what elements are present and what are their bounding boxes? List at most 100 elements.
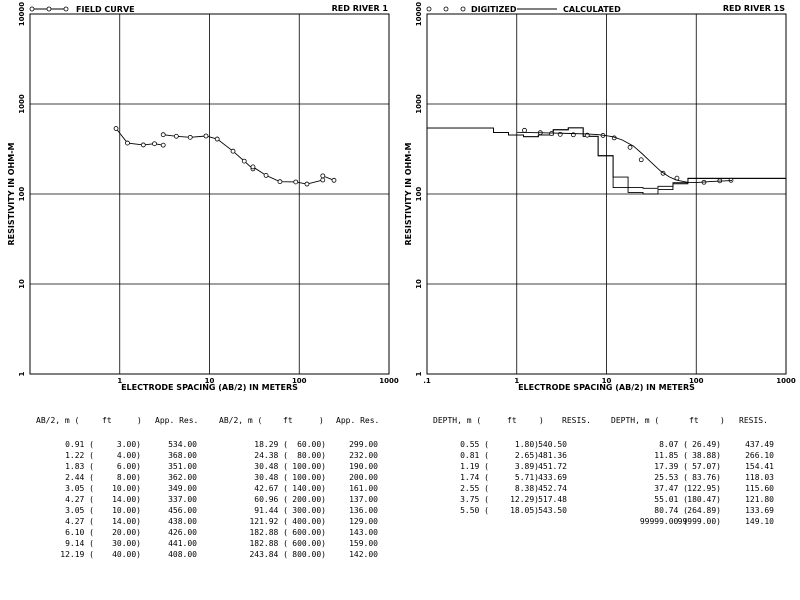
chart-title: RED RIVER 1S bbox=[723, 4, 785, 13]
table-cell: 18.29 ( bbox=[254, 440, 288, 449]
table-cell: 133.69 bbox=[745, 506, 774, 515]
table-cell: 129.00 bbox=[349, 517, 378, 526]
data-point bbox=[203, 133, 209, 139]
table-cell: 100.00) bbox=[292, 473, 326, 482]
data-point bbox=[160, 132, 166, 138]
table-cell: 441.00 bbox=[168, 539, 197, 548]
table-cell: 20.00) bbox=[112, 528, 141, 537]
table-cell: 3.89) bbox=[514, 462, 539, 471]
table-cell: 99999.00 ( bbox=[639, 517, 688, 526]
legend-swatch-marker bbox=[460, 6, 466, 12]
table-header: AB/2, m (ft) App. Res. AB/2, m (ft) App. Re… bbox=[36, 415, 396, 426]
table-row: 0.91 (3.00) 534.00 18.29 (60.00) 299.00 bbox=[36, 439, 396, 450]
table-cell: 4.27 ( bbox=[65, 495, 94, 504]
table-cell: 17.39 ( bbox=[654, 462, 688, 471]
table-cell: 24.38 ( bbox=[254, 451, 288, 460]
table-row: 2.44 (8.00) 362.00 30.48 (100.00) 200.00 bbox=[36, 472, 396, 483]
table-cell: 337.00 bbox=[168, 495, 197, 504]
table-cell: 8.38) bbox=[514, 484, 539, 493]
table-row: 0.81 (2.65) 481.36 11.85 (38.88) 266.10 bbox=[433, 450, 793, 461]
table-cell: 8.00) bbox=[116, 473, 141, 482]
table-cell: 1.74 ( bbox=[460, 473, 489, 482]
table-cell: 1.80) bbox=[514, 440, 539, 449]
y-tick-label: 1000 bbox=[415, 94, 423, 114]
series-line-calculated bbox=[516, 131, 732, 184]
table-row: 9.14 (30.00) 441.00 182.88 (600.00) 159.00 bbox=[36, 538, 396, 549]
data-point bbox=[152, 141, 157, 147]
table-cell: 80.00) bbox=[297, 451, 326, 460]
data-point bbox=[230, 148, 236, 154]
y-tick-label: 1000 bbox=[18, 94, 26, 114]
table-row: 1.19 (3.89) 451.72 17.39 (57.07) 154.41 bbox=[433, 461, 793, 472]
table-row: 1.83 (6.00) 351.00 30.48 (100.00) 190.00 bbox=[36, 461, 396, 472]
table-cell: 534.00 bbox=[168, 440, 197, 449]
data-point bbox=[214, 136, 220, 142]
table-cell: 99999.00) bbox=[677, 517, 721, 526]
y-tick-label: 1 bbox=[18, 371, 26, 376]
table-cell: 438.00 bbox=[168, 517, 197, 526]
x-tick-label: 100 bbox=[689, 377, 704, 385]
chart-title: RED RIVER 1 bbox=[332, 4, 389, 13]
table-cell: 115.60 bbox=[745, 484, 774, 493]
data-point bbox=[140, 142, 146, 148]
table-cell: 5.50 ( bbox=[460, 506, 489, 515]
table-cell: 12.19 ( bbox=[60, 550, 94, 559]
x-tick-label: 1 bbox=[514, 377, 519, 385]
series-line bbox=[163, 134, 335, 185]
table-cell: 1.83 ( bbox=[65, 462, 94, 471]
table-cell: 182.88 ( bbox=[249, 528, 288, 537]
table-row: 6.10 (20.00) 426.00 182.88 (600.00) 143.00 bbox=[36, 527, 396, 538]
table-cell: 600.00) bbox=[292, 528, 326, 537]
table-cell: 149.10 bbox=[745, 517, 774, 526]
table-cell: 26.49) bbox=[692, 440, 721, 449]
data-point bbox=[320, 177, 326, 183]
y-tick-label: 100 bbox=[18, 187, 26, 202]
table-cell: 266.10 bbox=[745, 451, 774, 460]
table-cell: 3.75 ( bbox=[460, 495, 489, 504]
table-cell: 426.00 bbox=[168, 528, 197, 537]
table-cell: 60.00) bbox=[297, 440, 326, 449]
table-row: 4.27 (14.00) 438.00 121.92 (400.00) 129.00 bbox=[36, 516, 396, 527]
table-cell: 0.55 ( bbox=[460, 440, 489, 449]
table-row: 1.74 ( 5.71) 433.69 25.53 ( 83.76) 118.03 bbox=[433, 472, 793, 483]
table-cell: 800.00) bbox=[292, 550, 326, 559]
table-cell: 161.00 bbox=[349, 484, 378, 493]
x-tick-label: 1 bbox=[117, 377, 122, 385]
table-cell: 25.53 ( bbox=[654, 473, 688, 482]
y-tick-label: 1 bbox=[415, 371, 423, 376]
table-cell: 154.41 bbox=[745, 462, 774, 471]
column-header: AB/2, m ( bbox=[219, 416, 263, 425]
table-cell: 433.69 bbox=[538, 473, 567, 482]
table-cell: 14.00) bbox=[112, 517, 141, 526]
table-cell: 14.00) bbox=[112, 495, 141, 504]
table-cell: 91.44 ( bbox=[254, 506, 288, 515]
table-cell: 517.48 bbox=[538, 495, 567, 504]
data-point bbox=[113, 126, 119, 131]
table-cell: 3.00) bbox=[116, 440, 141, 449]
table-cell: 180.47) bbox=[687, 495, 721, 504]
y-tick-label: 10 bbox=[18, 279, 26, 289]
y-tick-label: 10000 bbox=[18, 2, 26, 26]
table-cell: 5.71) bbox=[514, 473, 539, 482]
table-cell: 1.22 ( bbox=[65, 451, 94, 460]
table-cell: 83.76) bbox=[692, 473, 721, 482]
x-tick-label: 1000 bbox=[379, 377, 399, 385]
column-header: ) bbox=[319, 416, 324, 425]
table-cell: 38.88) bbox=[692, 451, 721, 460]
layer-model-2 bbox=[427, 127, 786, 195]
column-header: ft bbox=[689, 416, 699, 425]
data-point bbox=[627, 144, 633, 150]
table-cell: 140.00) bbox=[292, 484, 326, 493]
y-axis-label: RESISTIVITY IN OHM-M bbox=[7, 142, 16, 245]
data-point bbox=[638, 157, 644, 163]
table-cell: 118.03 bbox=[745, 473, 774, 482]
table-cell: 540.50 bbox=[538, 440, 567, 449]
table-cell: 299.00 bbox=[349, 440, 378, 449]
table-cell: 4.00) bbox=[116, 451, 141, 460]
data-point bbox=[250, 164, 256, 170]
table-cell: 349.00 bbox=[168, 484, 197, 493]
legend-label: FIELD CURVE bbox=[76, 5, 135, 14]
column-header: ) bbox=[539, 416, 544, 425]
table-cell: 57.07) bbox=[692, 462, 721, 471]
table-cell: 9.14 ( bbox=[65, 539, 94, 548]
